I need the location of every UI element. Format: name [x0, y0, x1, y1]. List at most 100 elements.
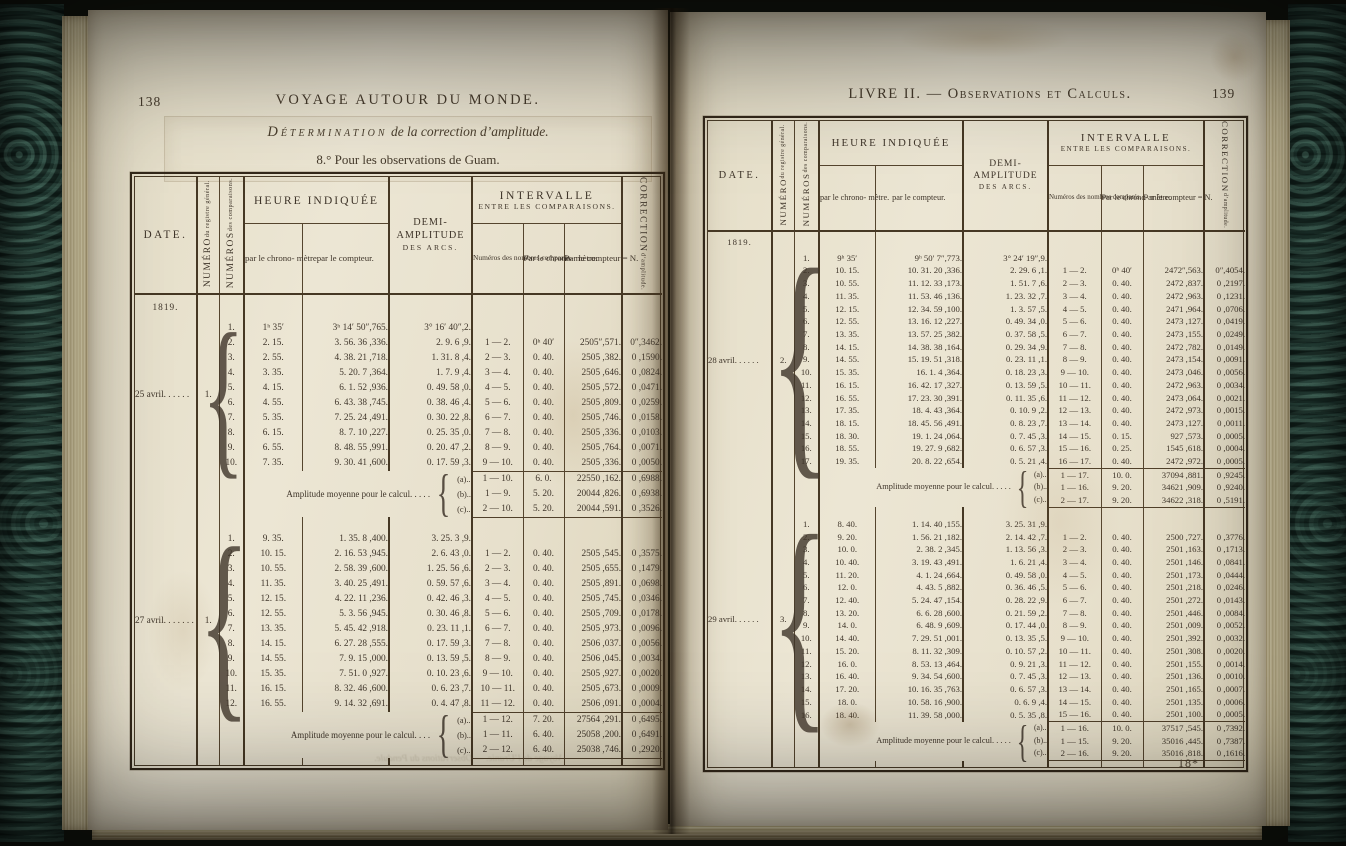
- cell: [563, 320, 623, 336]
- cell: 9. 20.: [1100, 481, 1143, 495]
- table-header: DATE. NUMÉROdu registre général. NUMÉROSde…: [708, 121, 1246, 232]
- cell: 3 — 4.: [471, 365, 523, 381]
- table-row: 6. 12. 0. 4. 43. 5 ,882. 0. 36. 46 ,5. 5 — 6…: [708, 581, 1246, 595]
- cell: 2501 ,100.: [1142, 708, 1205, 722]
- cell: 7 — 8.: [1047, 340, 1101, 354]
- header-row-2: par le chrono- mètre. par le compteur. Num…: [708, 165, 1245, 232]
- cell: 0 ,1479.: [621, 561, 663, 577]
- cell: 0. 40.: [1100, 302, 1143, 316]
- cell: 25058 ,200.: [563, 727, 623, 743]
- cell: 2501 ,135.: [1142, 695, 1205, 709]
- cell: 22550 ,162.: [563, 470, 623, 487]
- cell: [471, 320, 523, 336]
- cell: 37094 ,881.: [1142, 467, 1205, 482]
- cell: 0 ,0020.: [1203, 644, 1246, 658]
- cell: 15 — 16.: [1047, 442, 1101, 456]
- caption-lead: Détermination: [267, 124, 388, 140]
- cell: 0. 38. 46 ,4.: [388, 395, 472, 411]
- cell: 6. 0.: [522, 470, 564, 487]
- cell: 0. 25.: [1100, 442, 1143, 456]
- cell: 7. 51. 0 ,927.: [301, 666, 389, 682]
- table-row: 5. 12. 15. 4. 22. 11 ,236. 0. 42. 46 ,3. 4 —…: [135, 591, 663, 607]
- amplitude-row: 2 — 16. 9. 20. 35016 ,818. 0 ,1616.: [708, 747, 1246, 762]
- table-row: 9. 14. 0. 6. 48. 9 ,609. 0. 17. 44 ,0. 8 — 9…: [708, 619, 1246, 633]
- date-label: 27 avril. . . . . . .: [135, 616, 194, 627]
- table-row: 5. 12. 15. 12. 34. 59 ,100. 1. 3. 57 ,5. 4 —…: [708, 302, 1246, 316]
- cell: 0 ,1231.: [1203, 289, 1246, 303]
- cell: 7 — 8.: [471, 425, 523, 441]
- cell: 0 ,0698.: [621, 576, 663, 592]
- amplitude-row: 2 — 12. 6. 40. 25038 ,746. 0 ,2920.: [135, 742, 663, 759]
- table-row: 8. 14. 15. 6. 27. 28 ,555. 0. 17. 59 ,3. 7 —…: [135, 636, 663, 652]
- cell: 2. 16. 53 ,945.: [301, 546, 389, 562]
- cell: 3. 25. 31 ,9.: [962, 517, 1048, 531]
- cell: 0 ,0015.: [1203, 404, 1246, 417]
- cell: [1100, 251, 1143, 265]
- cell: 0. 7. 45 ,3.: [962, 429, 1048, 443]
- cell: 1 — 2.: [1047, 264, 1101, 278]
- cell: 0 ,5191.: [1203, 494, 1246, 508]
- header-row-1: DATE. NUMÉROdu registre général. NUMÉROSde…: [135, 177, 663, 295]
- cell: 0 ,3776.: [1203, 530, 1246, 544]
- table-row: 16. 18. 55. 19. 27. 9 ,682. 0. 6. 57 ,3. 15 …: [708, 442, 1246, 456]
- date-label: 25 avril. . . . . .: [135, 390, 190, 401]
- amplitude-marker: (b)..: [457, 489, 471, 499]
- cell: 12. 15.: [243, 591, 302, 607]
- cell: 0. 40.: [1100, 404, 1143, 417]
- cell: 11.: [218, 681, 244, 697]
- cell: 11 — 12.: [1047, 391, 1101, 405]
- cell: 2501 ,009.: [1142, 619, 1205, 633]
- cell: 0. 15.: [1100, 429, 1143, 443]
- cell: 0ʰ 40′: [1100, 264, 1143, 278]
- paper-stain: [1210, 32, 1260, 82]
- cell: 0. 40.: [522, 666, 564, 682]
- amplitude-label-cell: Amplitude moyenne pour le calcul. . . . …: [818, 719, 1048, 763]
- cell: [522, 320, 564, 336]
- amplitude-markers: (a).. (b).. (c)..: [457, 472, 471, 517]
- cell: 2. 15.: [243, 335, 302, 351]
- cell: 1 — 2.: [1047, 530, 1101, 544]
- cell: 0. 10. 23 ,6.: [388, 666, 472, 682]
- cell: 0 ,7387.: [1203, 734, 1246, 748]
- cell: 1545 ,618.: [1142, 442, 1205, 456]
- col-subheader-par-compteur: par le compteur.: [874, 165, 963, 232]
- cell: 0. 30. 46 ,8.: [388, 606, 472, 622]
- cell: 37517 ,545.: [1142, 721, 1205, 735]
- cell: 9.: [218, 651, 244, 667]
- col-subheader-numeros-compares: Numéros des nombres comparés.: [1047, 165, 1141, 232]
- cell: 2472 ,837.: [1142, 277, 1205, 290]
- cell: 4 — 5.: [471, 380, 523, 396]
- cell: 1. 31. 8 ,4.: [388, 350, 472, 366]
- cell: 1. 13. 56 ,3.: [962, 543, 1048, 556]
- cell: 0. 13. 59 ,5.: [962, 378, 1048, 392]
- cell: 2. 6. 43 ,0.: [388, 546, 472, 562]
- col-subheader-par-compteur: par le compteur.: [301, 223, 389, 295]
- cell: 0 ,7392.: [1203, 721, 1246, 735]
- cell: 2505″,571.: [563, 335, 623, 351]
- cell: 1 — 16.: [1047, 721, 1101, 735]
- cell: 2505 ,572.: [563, 380, 623, 396]
- cell: 18. 4. 43 ,364.: [874, 404, 963, 417]
- cell: 20044 ,591.: [563, 501, 623, 518]
- col-subheader-par-chronometre: par le chrono- mètre.: [243, 223, 319, 295]
- cell: 7. 35.: [243, 455, 302, 472]
- cell: 2 — 12.: [471, 742, 523, 759]
- cell: 1. 3. 57 ,5.: [962, 302, 1048, 316]
- cell: 8 — 9.: [471, 440, 523, 456]
- cell: 5. 20. 7 ,364.: [301, 365, 389, 381]
- cell: 3. 40. 25 ,491.: [301, 576, 389, 592]
- cell: 0. 40.: [1100, 315, 1143, 328]
- cell: 0. 40.: [1100, 543, 1143, 556]
- cell: 8.: [793, 606, 819, 620]
- cell: 2501 ,155.: [1142, 657, 1205, 671]
- cell: 5. 20.: [522, 486, 564, 502]
- cell: 0 ,0007.: [1203, 682, 1246, 696]
- cell: 0 ,0034.: [621, 651, 663, 667]
- cell: 1 — 17.: [1047, 467, 1101, 482]
- cell: 0 ,0444.: [1203, 568, 1246, 582]
- right-marbled-board: [1288, 4, 1346, 842]
- cell: 0. 40.: [1100, 289, 1143, 303]
- cell: 0 ,0071.: [621, 440, 663, 456]
- cell: 18. 30.: [818, 429, 875, 443]
- cell: 0. 21. 59 ,2.: [962, 606, 1048, 620]
